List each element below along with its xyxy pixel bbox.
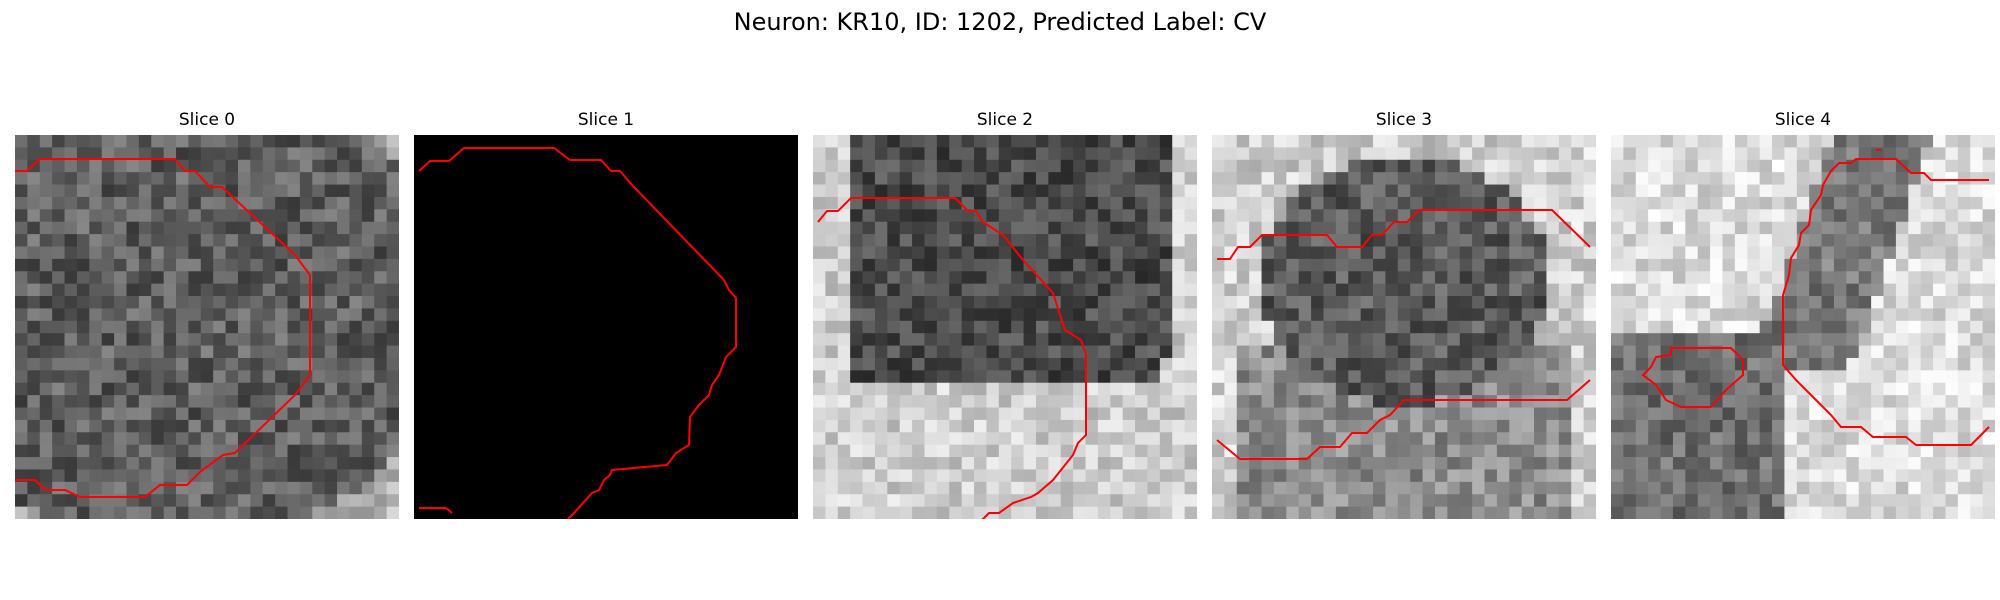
slice-title-1: Slice 1: [414, 110, 798, 130]
slice-title-3: Slice 3: [1212, 110, 1596, 130]
slice-image-1: [414, 135, 798, 519]
slice-image-4: [1611, 135, 1995, 519]
slice-image-0: [15, 135, 399, 519]
slice-title-0: Slice 0: [15, 110, 399, 130]
slice-title-2: Slice 2: [813, 110, 1197, 130]
slice-title-4: Slice 4: [1611, 110, 1995, 130]
figure-title: Neuron: KR10, ID: 1202, Predicted Label:…: [0, 8, 2000, 36]
slice-image-2: [813, 135, 1197, 519]
slice-image-3: [1212, 135, 1596, 519]
